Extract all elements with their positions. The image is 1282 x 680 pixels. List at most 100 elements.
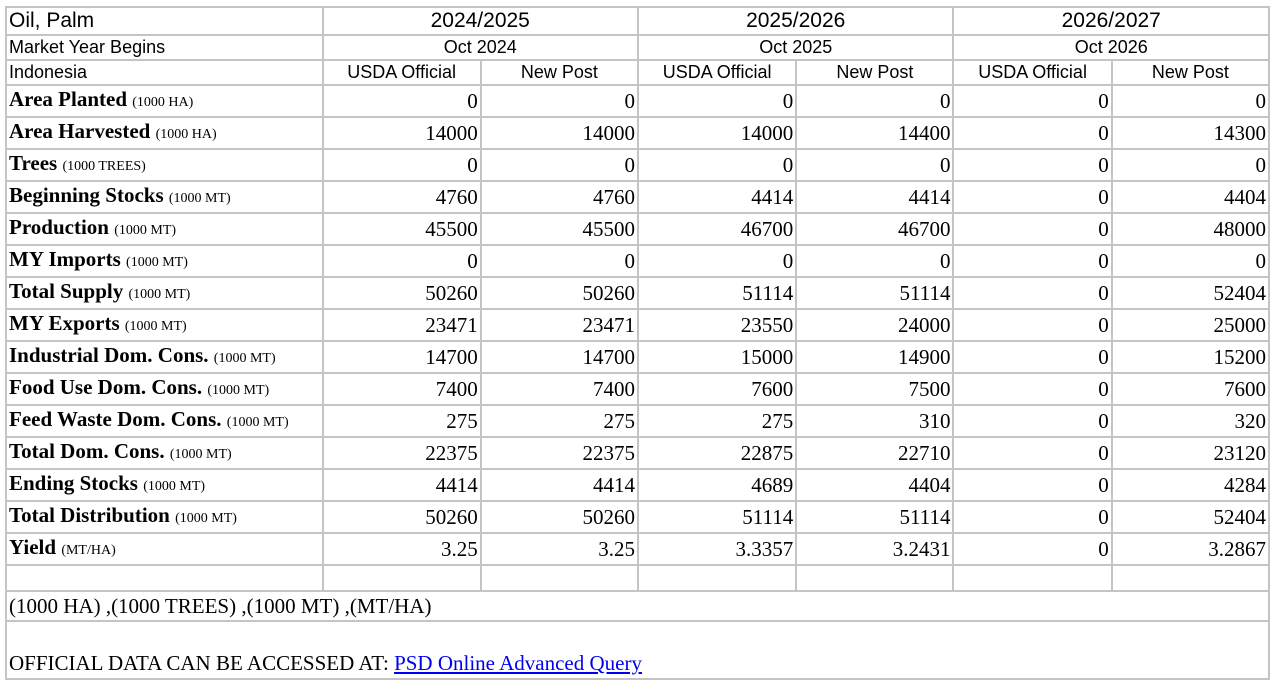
- attribute-name: Trees: [9, 151, 58, 175]
- attribute-name: Area Planted: [9, 87, 128, 111]
- value-cell: 0: [321, 148, 482, 182]
- row-label: MY Imports (1000 MT): [5, 244, 324, 278]
- attribute-unit: (1000 HA): [155, 127, 217, 142]
- footer: OFFICIAL DATA CAN BE ACCESSED AT: PSD On…: [5, 620, 1270, 680]
- value-cell: 310: [795, 404, 955, 438]
- table-row: Industrial Dom. Cons. (1000 MT) 14700 1470…: [5, 340, 1271, 374]
- attribute-unit: (1000 MT): [143, 479, 206, 494]
- value-cell: 51114: [636, 276, 798, 310]
- row-label: Production (1000 MT): [5, 212, 324, 246]
- row-label: Total Dom. Cons. (1000 MT): [5, 436, 324, 470]
- value-cell: 48000: [1110, 212, 1271, 246]
- value-cell: 0: [952, 116, 1113, 150]
- attribute-name: Beginning Stocks: [9, 183, 164, 207]
- value-cell: 0: [795, 244, 955, 278]
- value-cell: 0: [795, 84, 955, 118]
- value-cell: 14000: [321, 116, 482, 150]
- table-row: Trees (1000 TREES) 0 0 0 0 0 0: [5, 148, 1271, 182]
- attribute-name: Total Supply: [9, 279, 124, 303]
- footer-text: OFFICIAL DATA CAN BE ACCESSED AT:: [9, 651, 395, 675]
- value-cell: 0: [479, 148, 639, 182]
- value-cell: 4689: [636, 468, 798, 502]
- row-label: Trees (1000 TREES): [5, 148, 324, 182]
- table-row: Food Use Dom. Cons. (1000 MT) 7400 7400 760…: [5, 372, 1271, 406]
- value-cell: 14300: [1110, 116, 1271, 150]
- table-row: Total Supply (1000 MT) 50260 50260 51114 511…: [5, 276, 1271, 310]
- value-cell: 22375: [321, 436, 482, 470]
- table-row: Area Harvested (1000 HA) 14000 14000 14000 1…: [5, 116, 1271, 150]
- table-row: Beginning Stocks (1000 MT) 4760 4760 4414 44…: [5, 180, 1271, 214]
- value-cell: 7600: [1110, 372, 1271, 406]
- value-cell: 4414: [479, 468, 639, 502]
- value-cell: 50260: [321, 276, 482, 310]
- value-cell: 0: [952, 500, 1113, 534]
- col-usda-official: USDA Official: [321, 59, 482, 86]
- value-cell: 0: [952, 436, 1113, 470]
- attribute-name: MY Imports: [9, 247, 121, 271]
- row-label: Area Planted (1000 HA): [5, 84, 324, 118]
- psd-online-link[interactable]: PSD Online Advanced Query: [394, 651, 642, 675]
- attribute-unit: (1000 MT): [175, 511, 237, 526]
- value-cell: 3.2431: [795, 532, 955, 566]
- value-cell: 24000: [795, 308, 955, 342]
- value-cell: 45500: [321, 212, 482, 246]
- country-label: Indonesia: [5, 59, 324, 86]
- value-cell: 4414: [321, 468, 482, 502]
- value-cell: 52404: [1110, 500, 1271, 534]
- attribute-unit: (1000 MT): [128, 287, 191, 302]
- value-cell: 275: [636, 404, 798, 438]
- value-cell: 15000: [636, 340, 798, 374]
- row-label: Ending Stocks (1000 MT): [5, 468, 324, 502]
- table-row: Production (1000 MT) 45500 45500 46700 46700…: [5, 212, 1271, 246]
- value-cell: 50260: [321, 500, 482, 534]
- value-cell: 0: [636, 84, 798, 118]
- value-cell: 4404: [795, 468, 955, 502]
- value-cell: 0: [321, 244, 482, 278]
- year-header: 2026/2027: [952, 6, 1270, 36]
- year-header: 2024/2025: [321, 6, 639, 36]
- row-label: MY Exports (1000 MT): [5, 308, 324, 342]
- value-cell: 0: [952, 468, 1113, 502]
- value-cell: 22875: [636, 436, 798, 470]
- col-new-post: New Post: [795, 59, 955, 86]
- row-label: Total Distribution (1000 MT): [5, 500, 324, 534]
- table-row: Total Distribution (1000 MT) 50260 50260 51…: [5, 500, 1271, 534]
- table-row: Yield (MT/HA) 3.25 3.25 3.3357 3.2431 0 3.2867: [5, 532, 1271, 566]
- value-cell: 4414: [795, 180, 955, 214]
- value-cell: 3.2867: [1110, 532, 1271, 566]
- value-cell: 45500: [479, 212, 639, 246]
- attribute-unit: (1000 MT): [114, 223, 177, 238]
- table-row: Area Planted (1000 HA) 0 0 0 0 0 0: [5, 84, 1271, 118]
- value-cell: 4760: [321, 180, 482, 214]
- value-cell: 0: [952, 180, 1113, 214]
- attribute-name: Food Use Dom. Cons.: [9, 375, 203, 399]
- commodity-name: Oil, Palm: [5, 6, 324, 36]
- attribute-name: Production: [9, 215, 109, 239]
- value-cell: 52404: [1110, 276, 1271, 310]
- value-cell: 0: [952, 532, 1113, 566]
- table-row: MY Exports (1000 MT) 23471 23471 23550 24000…: [5, 308, 1271, 342]
- value-cell: 0: [1110, 84, 1271, 118]
- year-header: 2025/2026: [636, 6, 955, 36]
- table-row: MY Imports (1000 MT) 0 0 0 0 0 0: [5, 244, 1271, 278]
- value-cell: 0: [952, 84, 1113, 118]
- value-cell: 50260: [479, 276, 639, 310]
- psd-table: Oil, Palm 2024/2025 2025/2026 2026/2027 …: [5, 6, 1271, 680]
- table-row: Ending Stocks (1000 MT) 4414 4414 4689 4404 0…: [5, 468, 1271, 502]
- value-cell: 7400: [479, 372, 639, 406]
- col-usda-official: USDA Official: [636, 59, 798, 86]
- value-cell: 46700: [795, 212, 955, 246]
- attribute-unit: (1000 MT): [207, 383, 270, 398]
- attribute-name: Yield: [9, 535, 57, 559]
- attribute-name: MY Exports: [9, 311, 120, 335]
- value-cell: 23120: [1110, 436, 1271, 470]
- value-cell: 3.3357: [636, 532, 798, 566]
- value-cell: 3.25: [321, 532, 482, 566]
- value-cell: 0: [952, 372, 1113, 406]
- value-cell: 275: [321, 404, 482, 438]
- value-cell: 0: [952, 244, 1113, 278]
- attribute-unit: (1000 TREES): [62, 159, 146, 174]
- row-label: Food Use Dom. Cons. (1000 MT): [5, 372, 324, 406]
- value-cell: 46700: [636, 212, 798, 246]
- attribute-name: Total Distribution: [9, 503, 170, 527]
